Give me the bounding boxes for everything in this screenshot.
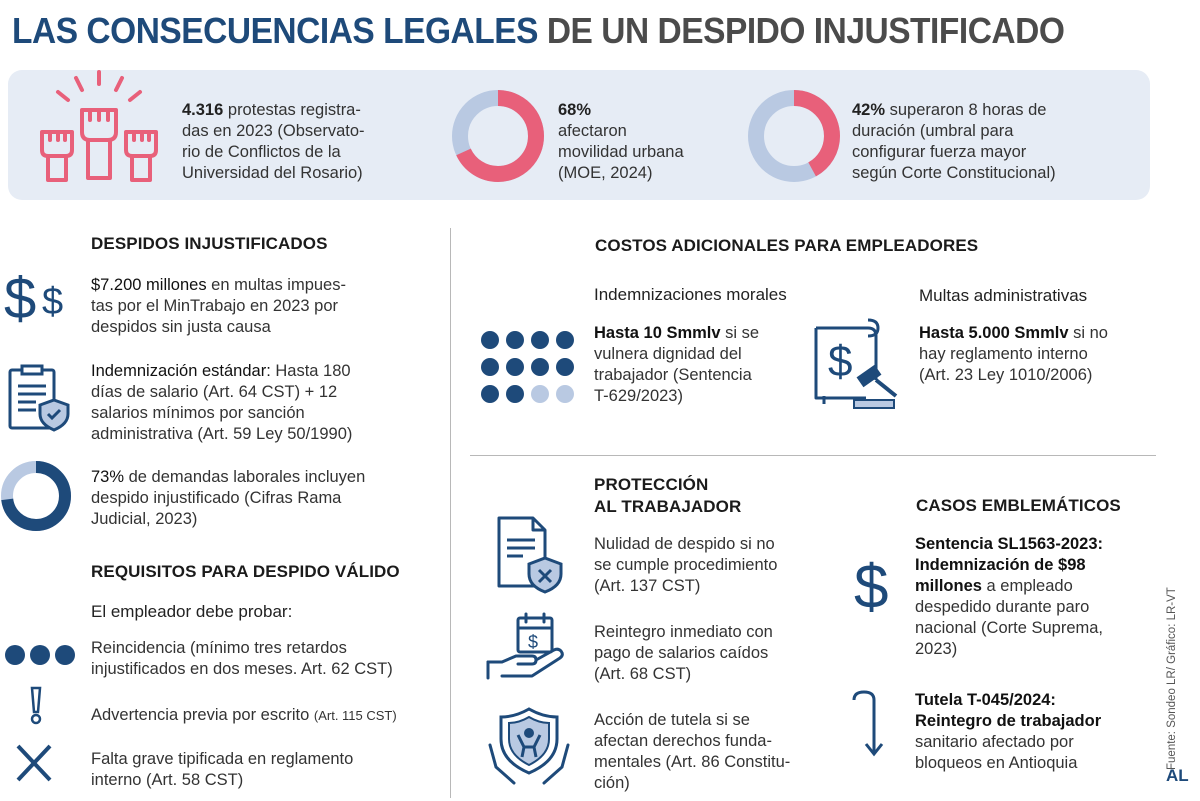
- stat-mobility: 68% afectaron movilidad urbana (MOE, 202…: [558, 101, 684, 182]
- requirements-header: REQUISITOS PARA DESPIDO VÁLIDO: [91, 562, 400, 581]
- dot-filled: [556, 331, 574, 349]
- dot-filled: [506, 358, 524, 376]
- document-shield-x-icon: [497, 516, 563, 594]
- dot-empty: [531, 385, 549, 403]
- costs-header: COSTOS ADICIONALES PARA EMPLEADORES: [595, 236, 979, 255]
- svg-text:$: $: [828, 337, 852, 386]
- fines-text: $7.200 millones en multas impues- tas po…: [91, 276, 346, 336]
- dot-filled: [531, 358, 549, 376]
- dot-filled: [481, 358, 499, 376]
- dot-empty: [556, 385, 574, 403]
- x-mark-icon: [16, 744, 52, 782]
- demands-text: 73% de demandas laborales incluyen despi…: [91, 468, 366, 528]
- dot-filled: [506, 331, 524, 349]
- curved-arrow-down-icon: [852, 690, 884, 757]
- stats-panel: [8, 70, 1150, 200]
- exclamation-icon: [30, 686, 42, 725]
- dot-filled: [481, 331, 499, 349]
- case-sl1563: Sentencia SL1563-2023: Indemnización de …: [915, 535, 1104, 658]
- dot-filled: [506, 385, 524, 403]
- stat-duration: 42% superaron 8 horas de duración (umbra…: [852, 101, 1056, 182]
- page-title: LAS CONSECUENCIAS LEGALES DE UN DESPIDO …: [12, 10, 1065, 51]
- row-divider: [470, 455, 1156, 456]
- case-t045: Tutela T-045/2024: Reintegro de trabajad…: [915, 691, 1102, 772]
- dot-filled: [481, 385, 499, 403]
- requirements-subtitle: El empleador debe probar:: [91, 602, 293, 621]
- dot-filled: [531, 331, 549, 349]
- svg-text:$: $: [528, 632, 538, 652]
- column-divider: [450, 228, 451, 798]
- moral-text: Hasta 10 Smmlv si se vulnera dignidad de…: [594, 324, 760, 405]
- svg-text:$: $: [854, 553, 888, 620]
- protection-reinstatement: Reintegro inmediato con pago de salarios…: [594, 623, 773, 683]
- req-recidivism: Reincidencia (mínimo tres retardos injus…: [91, 639, 393, 678]
- dollar-signs-icon: $ $: [4, 266, 63, 331]
- cases-header: CASOS EMBLEMÁTICOS: [916, 496, 1121, 515]
- fines-admin-text: Hasta 5.000 Smmlv si no hay reglamento i…: [919, 324, 1108, 384]
- fines-title: Multas administrativas: [919, 286, 1088, 305]
- indemnity-text: Indemnización estándar: Hasta 180 días d…: [91, 362, 353, 443]
- source-credit: Fuente: Sondeo LR/ Gráfico: LR-VT: [1166, 587, 1178, 770]
- clipboard-shield-icon: [8, 364, 70, 432]
- req-serious-fault: Falta grave tipificada en reglamento int…: [91, 750, 354, 789]
- moral-title: Indemnizaciones morales: [594, 285, 787, 304]
- dot-filled: [556, 358, 574, 376]
- publisher-logo: AL: [1166, 766, 1189, 785]
- protection-nullity: Nulidad de despido si no se cumple proce…: [594, 535, 778, 595]
- svg-text:$: $: [42, 281, 63, 323]
- donut-mobility: [452, 90, 544, 182]
- despidos-header: DESPIDOS INJUSTIFICADOS: [91, 234, 328, 253]
- gavel-document-icon: $: [814, 318, 898, 409]
- donut-duration: [748, 90, 840, 182]
- three-dots-icon: [5, 645, 75, 665]
- raised-fists-icon: [40, 70, 158, 182]
- dollar-icon: $: [854, 553, 888, 620]
- dot-grid-icon: [481, 331, 574, 403]
- hand-calendar-dollar-icon: $: [486, 612, 564, 680]
- req-warning: Advertencia previa por escrito (Art. 115…: [91, 706, 397, 724]
- hands-shield-person-icon: [488, 707, 570, 785]
- donut-demands: [1, 461, 71, 531]
- protection-tutela: Acción de tutela si se afectan derechos …: [594, 711, 791, 792]
- protection-header: PROTECCIÓN AL TRABAJADOR: [594, 475, 742, 516]
- stat-protests: 4.316 protestas registra- das en 2023 (O…: [182, 101, 365, 182]
- svg-text:$: $: [4, 266, 36, 331]
